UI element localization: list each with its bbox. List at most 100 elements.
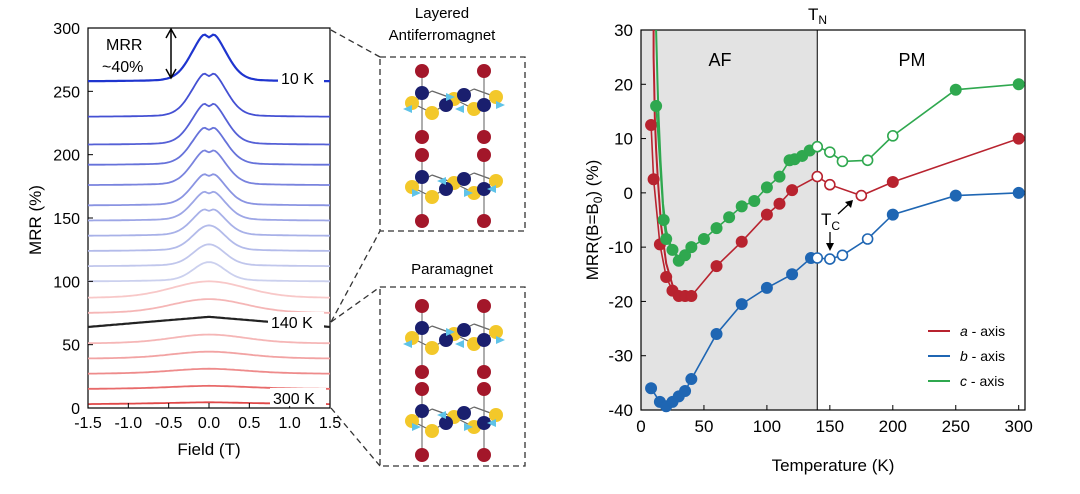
mrr-curve [88, 173, 330, 207]
y-tick-label: 150 [53, 211, 80, 228]
label-300k-bg [270, 388, 326, 406]
data-point-open [824, 146, 836, 158]
right-x-ticks: 0 50 100 150 200 250 300 [636, 405, 1033, 436]
data-point [748, 195, 761, 207]
data-point [650, 100, 663, 112]
mrr-curve [88, 261, 330, 283]
legend-label: a - axis [960, 323, 1005, 339]
y-tick-label: 10 [614, 130, 633, 149]
region-label-af: AF [708, 50, 731, 70]
x-tick-label: 150 [816, 417, 844, 436]
mrr-curve [88, 102, 330, 146]
data-point [657, 214, 670, 226]
data-point [660, 233, 673, 245]
data-point [786, 184, 799, 197]
x-tick-label: -0.5 [155, 415, 183, 432]
tn-label: TN [808, 5, 827, 27]
data-point [685, 290, 698, 302]
mrr-curve [88, 224, 330, 252]
mrr-curve [88, 280, 330, 299]
mrr-curve [87, 350, 331, 360]
right-series [645, 29, 1025, 413]
data-point [1012, 132, 1025, 145]
mrr-curve [87, 367, 331, 375]
x-tick-label: 1.0 [279, 415, 301, 432]
mrr-curve [88, 333, 330, 345]
y-tick-label: 0 [624, 184, 633, 203]
region-label-pm: PM [899, 50, 926, 70]
data-point [886, 208, 899, 221]
legend: a - axis b - axis c - axis [928, 323, 1005, 389]
x-tick-label: 0 [636, 417, 645, 436]
data-point-open [861, 233, 874, 245]
af-diagram-box [379, 56, 526, 232]
y-tick-label: 0 [71, 401, 80, 418]
y-tick-label: 250 [53, 84, 80, 101]
mrr-label-bg [96, 32, 166, 76]
data-point-open [811, 252, 824, 264]
mrr-arrow [165, 27, 177, 80]
mrr-curve [88, 149, 330, 186]
data-point [645, 119, 658, 131]
data-point [645, 382, 658, 395]
data-point [666, 243, 679, 256]
data-point [760, 208, 773, 221]
data-point [949, 189, 962, 202]
crystal-diagrams: Layered Antiferromagnet Paramagnet [379, 5, 526, 467]
left-x-ticks: -1.5 -1.0 -0.5 0.0 0.5 1.0 1.5 [74, 403, 341, 432]
data-point-open [836, 155, 849, 168]
data-point [1012, 186, 1025, 199]
x-tick-label: 200 [879, 417, 907, 436]
data-point [679, 249, 692, 262]
x-tick-label: 0.5 [238, 415, 260, 432]
diagram-top-title-1: Layered [415, 5, 469, 22]
y-tick-label: -30 [608, 347, 633, 366]
y-tick-label: 20 [614, 75, 633, 94]
right-x-axis-label: Temperature (K) [772, 456, 895, 475]
x-tick-label: 1.5 [319, 415, 341, 432]
diagram-bottom-title: Paramagnet [411, 261, 494, 278]
tc-arrows [826, 200, 853, 251]
left-curves [87, 33, 331, 405]
data-point [760, 281, 773, 294]
label-10k-bg [278, 69, 324, 87]
data-point [647, 173, 660, 186]
data-point [1012, 78, 1025, 91]
left-chart: 0 50 100 150 200 250 300 -1.5 -1.0 -0.5 0.0 0.5 1.0… [26, 21, 381, 467]
data-point [773, 170, 786, 183]
legend-label: b - axis [960, 348, 1005, 364]
mrr-curve [88, 243, 330, 267]
data-point-open [811, 170, 824, 183]
data-point [685, 373, 698, 386]
left-y-axis-label: MRR (%) [26, 185, 45, 255]
data-point-open [824, 253, 836, 265]
data-point-open [811, 140, 824, 153]
y-tick-label: 100 [53, 274, 80, 291]
data-point [886, 176, 899, 188]
data-point [735, 200, 748, 213]
data-point-open [861, 154, 874, 167]
data-point-open [855, 189, 868, 202]
data-point [697, 233, 710, 245]
right-plot-frame [640, 29, 1026, 411]
y-tick-label: -10 [608, 238, 633, 257]
data-point [685, 241, 698, 254]
data-point-open [836, 249, 849, 262]
mrr-curve [88, 72, 330, 118]
tc-label: TC [821, 210, 840, 233]
data-point [760, 181, 773, 194]
y-tick-label: 300 [53, 21, 80, 38]
right-y-axis-label: MRR(B=B0) (%) [583, 160, 605, 281]
data-point [723, 211, 736, 224]
data-point [660, 271, 673, 283]
label-140k: 140 K [271, 315, 313, 332]
data-point-open [824, 178, 836, 191]
data-point [710, 328, 723, 340]
right-y-ticks: -40 -30 -20 -10 0 10 20 30 [608, 21, 646, 420]
y-tick-label: 50 [62, 338, 80, 355]
x-tick-label: 0.0 [198, 415, 220, 432]
data-point [949, 83, 962, 96]
x-tick-label: -1.5 [74, 415, 102, 432]
label-300k: 300 K [273, 391, 315, 408]
diagram-top-title-2: Antiferromagnet [389, 27, 497, 44]
